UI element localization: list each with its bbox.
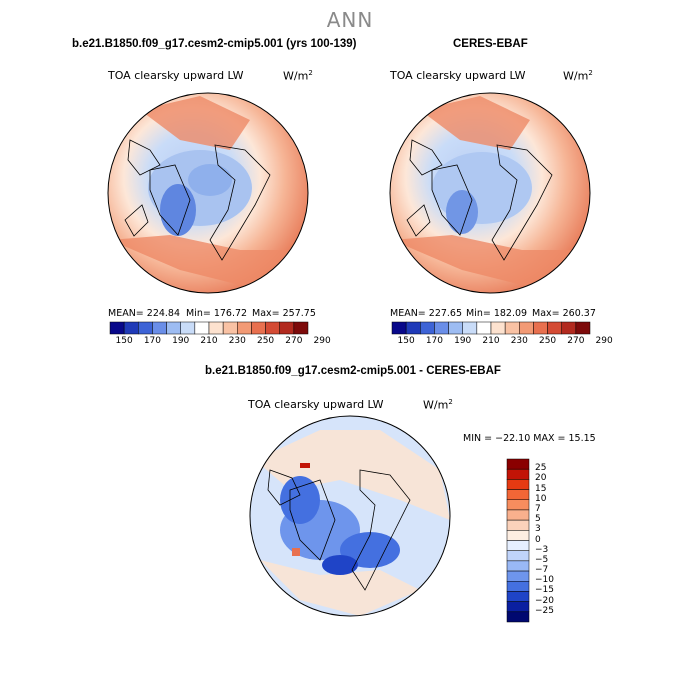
panel3-colorbar-swatch [506,479,530,490]
panel2-colorbar-tick-label: 210 [482,336,500,346]
panel1-colorbar-swatch [265,321,280,335]
panel2-colorbar-swatch [533,321,548,335]
panel3-colorbar [506,458,530,623]
panel1-colorbar-tick-label: 190 [172,336,190,346]
panel1-colorbar-swatch [166,321,181,335]
panel3-colorbar-swatch [506,540,530,551]
panel2-colorbar-swatch [420,321,435,335]
panel3-units: W/m2 [423,398,453,412]
panel1-colorbar-swatch [293,321,309,335]
panel1-colorbar-swatch [152,321,167,335]
panel2-colorbar-tick-label: 190 [454,336,472,346]
panel1-colorbar-swatch [109,321,125,335]
panel2-colorbar-swatch [504,321,520,335]
panel2-max: Max= 260.37 [532,308,596,319]
panel1-colorbar-tick-label: 230 [228,336,246,346]
panel2-colorbar-swatch [448,321,463,335]
panel3-colorbar-swatch [506,581,530,592]
figure-title: ANN [326,8,374,32]
panel1-colorbar-swatch [138,321,153,335]
panel2-colorbar-tick-label: 290 [595,336,613,346]
panel2-colorbar-swatch [547,321,562,335]
panel3-minmax: MIN = −22.10 MAX = 15.15 [463,433,596,444]
panel1-map [108,93,308,293]
panel2-colorbar-swatch [490,321,506,335]
panel1-colorbar-swatch [222,321,238,335]
panel2-colorbar-ticks: 150 170 190 210 230 250 270 290 [0,336,700,348]
panel2-colorbar-swatch [391,321,407,335]
panel1-min: Min= 176.72 [186,308,248,319]
panel1-colorbar-tick-label: 150 [115,336,133,346]
panel1-colorbar-swatch [180,321,196,335]
panel2-mean: MEAN= 227.65 [390,308,463,319]
panel3-colorbar-swatch [506,489,530,500]
panel2-colorbar-swatch [462,321,478,335]
panel1-colorbar-swatch [237,321,252,335]
panel2-units: W/m2 [563,69,593,83]
panel3-colorbar-swatch [506,499,530,511]
panel2-map [390,93,590,293]
panel1-colorbar-swatch [194,321,210,335]
panel1-colorbar [109,321,309,335]
panel1-colorbar-swatch [251,321,266,335]
panel1-colorbar-tick-label: 250 [256,336,275,346]
panel3-map [250,416,450,616]
panel1-units: W/m2 [283,69,313,83]
panel1-colorbar-tick-label: 270 [285,336,303,346]
panel3-colorbar-swatch [506,560,530,572]
panel2-min: Min= 182.09 [466,308,528,319]
panel3-title: b.e21.B1850.f09_g17.cesm2-cmip5.001 - CE… [205,365,501,377]
panel3-colorbar-swatch [506,611,530,623]
panel3-colorbar-swatch [506,550,530,562]
panel1-colorbar-tick-label: 170 [143,336,162,346]
panel1-mean: MEAN= 224.84 [108,308,181,319]
panel1-max: Max= 257.75 [252,308,316,319]
panel2-colorbar-swatch [405,321,421,335]
panel1-colorbar-tick-label: 290 [313,336,331,346]
panel2-colorbar-tick-label: 250 [538,336,557,346]
panel1-colorbar-ticks: 150 170 190 210 230 250 270 290 [0,336,700,348]
panel1-colorbar-tick-label: 210 [200,336,218,346]
panel2-colorbar-swatch [434,321,449,335]
panel3-colorbar-swatch [506,519,530,531]
panel3-colorbar-swatch [506,468,530,480]
panel1-colorbar-swatch [279,321,295,335]
panel2-colorbar-tick-label: 150 [397,336,415,346]
panel1-colorbar-swatch [208,321,224,335]
panel2-colorbar-swatch [575,321,591,335]
panel3-colorbar-swatch [506,591,530,602]
panel3-colorbar-swatch [506,570,530,582]
panel1-colorbar-swatch [123,321,139,335]
panel1-title: b.e21.B1850.f09_g17.cesm2-cmip5.001 (yrs… [72,38,357,50]
panel3-colorbar-swatch [506,458,530,470]
panel2-colorbar-tick-label: 230 [510,336,528,346]
panel3-colorbar-swatch [506,509,530,521]
panel3-variable: TOA clearsky upward LW [248,398,384,411]
panel1-variable: TOA clearsky upward LW [108,69,244,82]
panel2-colorbar-swatch [519,321,534,335]
panel2-colorbar-tick-label: 270 [567,336,585,346]
panel3-colorbar-swatch [506,601,530,613]
panel2-colorbar-tick-label: 170 [425,336,444,346]
panel2-colorbar-swatch [476,321,492,335]
panel3-colorbar-swatch [506,530,530,541]
panel2-variable: TOA clearsky upward LW [390,69,526,82]
panel2-colorbar-swatch [561,321,577,335]
panel2-title: CERES-EBAF [453,38,528,50]
panel2-colorbar [391,321,591,335]
